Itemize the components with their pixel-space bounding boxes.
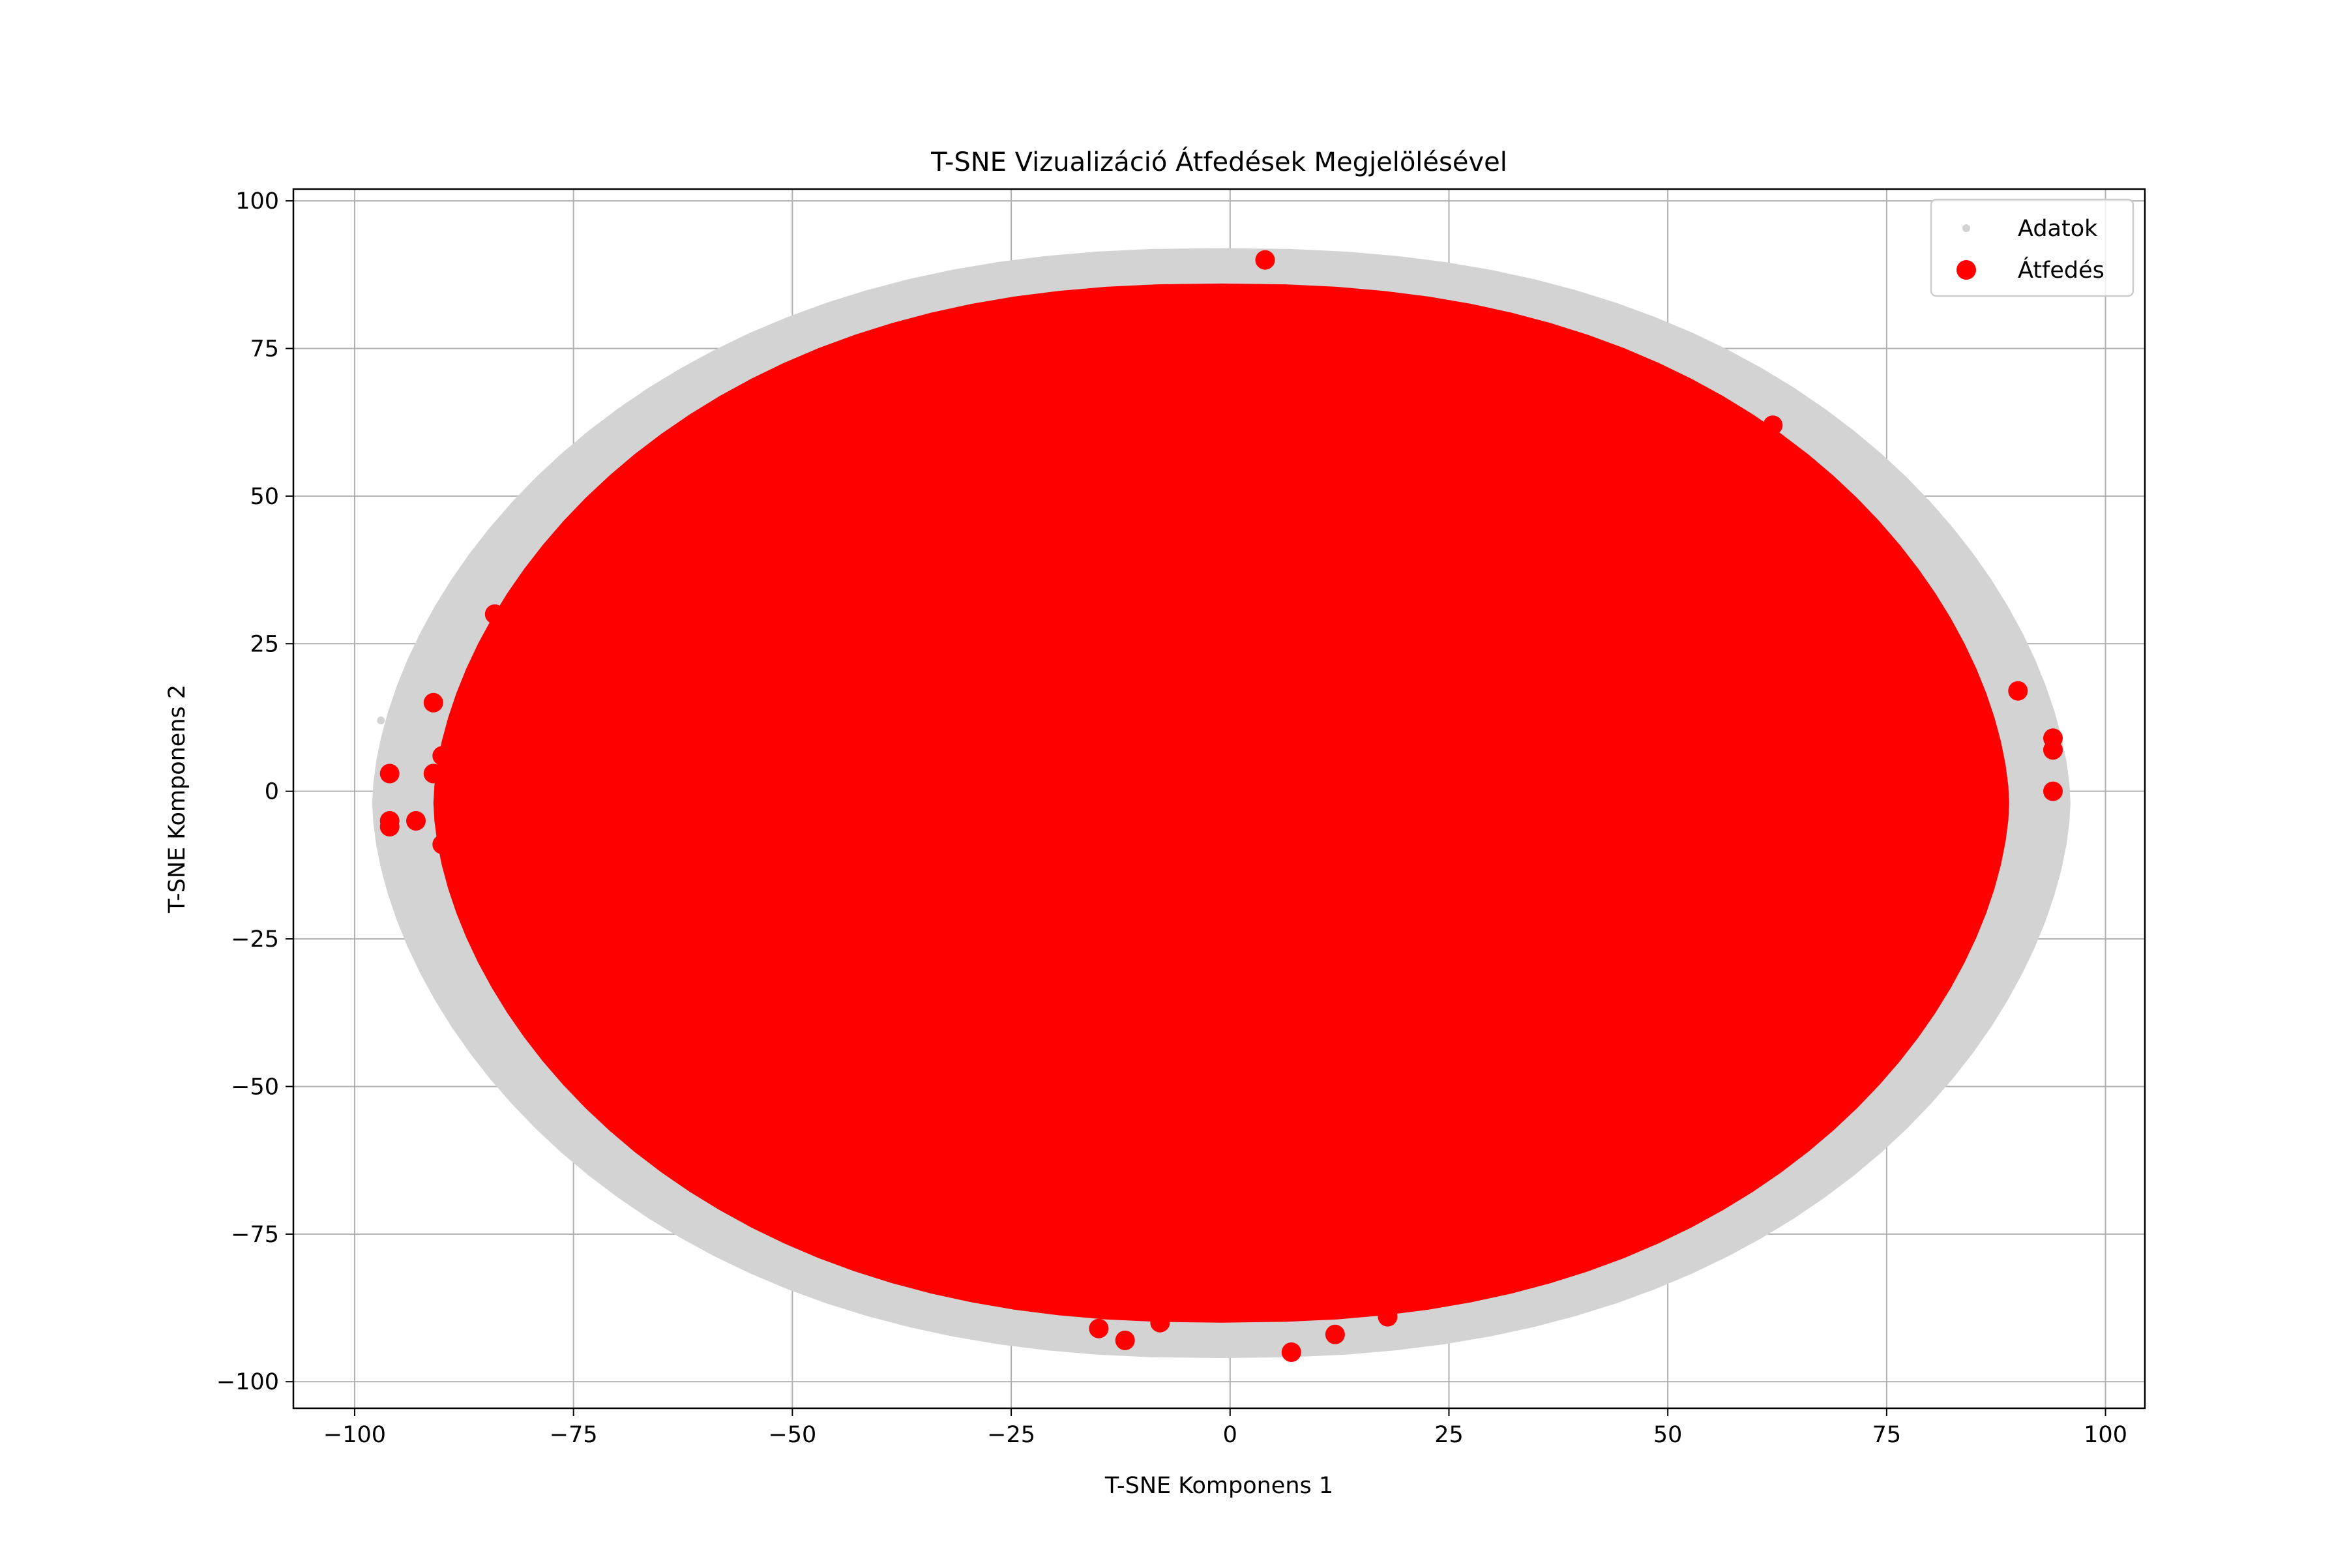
y-axis-label: T-SNE Komponens 2 xyxy=(164,685,190,913)
y-tick-label: 75 xyxy=(250,336,279,362)
data-point xyxy=(1115,1330,1135,1350)
data-point xyxy=(745,1230,753,1238)
data-point xyxy=(1970,964,1979,973)
data-point xyxy=(1675,1142,1695,1162)
y-tick-label: 50 xyxy=(250,484,279,510)
x-tick-label: 75 xyxy=(1872,1422,1902,1448)
axes-frame xyxy=(292,188,2146,1410)
data-point xyxy=(423,763,443,784)
data-point xyxy=(893,1283,902,1292)
legend-label-adatok: Adatok xyxy=(2018,216,2098,242)
data-point xyxy=(2049,835,2057,843)
data-point xyxy=(1780,1065,1801,1085)
data-point xyxy=(423,692,443,713)
data-point xyxy=(494,953,514,973)
y-tick-label: −25 xyxy=(231,926,279,953)
y-tick-label: 25 xyxy=(250,631,279,657)
data-point xyxy=(1378,1307,1398,1327)
data-point xyxy=(484,604,505,624)
series-density-region xyxy=(433,283,2009,1323)
y-tick-label: −75 xyxy=(231,1222,279,1248)
legend: Adatok Átfedés xyxy=(1930,198,2134,297)
x-tick-label: 25 xyxy=(1434,1422,1464,1448)
data-point xyxy=(713,1136,732,1155)
x-tick-label: 100 xyxy=(2084,1422,2127,1448)
data-point xyxy=(421,758,429,766)
data-point xyxy=(1051,1318,1059,1327)
x-tick-label: −75 xyxy=(550,1422,598,1448)
series-atfedes xyxy=(379,250,2063,1362)
data-point xyxy=(913,1271,934,1292)
data-point xyxy=(1763,415,1783,436)
data-point xyxy=(2008,681,2028,701)
legend-marker-adatok xyxy=(1962,224,1970,232)
data-point xyxy=(1903,958,1923,979)
data-point xyxy=(1226,1336,1234,1344)
x-tick-label: 0 xyxy=(1223,1422,1237,1448)
data-point xyxy=(668,1106,688,1126)
legend-marker-atfedes xyxy=(1956,260,1976,280)
data-point xyxy=(1325,1324,1345,1344)
y-tick-label: −50 xyxy=(231,1074,279,1100)
data-point xyxy=(1281,1342,1301,1362)
data-point xyxy=(406,811,426,831)
legend-box xyxy=(1930,198,2134,297)
data-point xyxy=(975,327,995,347)
data-point xyxy=(1138,261,1147,270)
data-point xyxy=(379,763,400,784)
data-point xyxy=(1996,669,2005,677)
x-tick-label: −50 xyxy=(768,1422,816,1448)
data-point xyxy=(765,1153,785,1174)
data-point xyxy=(1255,250,1275,270)
data-point xyxy=(1728,451,1748,471)
y-tick-label: 100 xyxy=(235,188,279,214)
legend-label-atfedes: Átfedés xyxy=(2018,256,2104,284)
data-point xyxy=(456,947,464,955)
data-point xyxy=(1850,516,1870,536)
series-layer xyxy=(372,248,2071,1362)
data-point xyxy=(1909,1053,1917,1061)
data-point xyxy=(1692,427,1713,447)
data-point xyxy=(421,876,429,884)
x-tick-label: −25 xyxy=(987,1422,1035,1448)
x-tick-label: 50 xyxy=(1653,1422,1683,1448)
data-point xyxy=(490,1023,499,1031)
data-point xyxy=(607,1047,627,1067)
data-point xyxy=(432,835,452,855)
data-point xyxy=(1401,1312,1410,1321)
x-tick-label: −100 xyxy=(323,1422,386,1448)
data-point xyxy=(379,817,400,836)
y-tick-label: 0 xyxy=(265,779,279,805)
data-point xyxy=(2043,781,2063,801)
chart-title: T-SNE Vizualizáció Átfedések Megjelölésé… xyxy=(930,146,1507,177)
data-point xyxy=(2014,905,2022,913)
y-tick-label: −100 xyxy=(216,1369,279,1395)
data-point xyxy=(2043,740,2063,760)
data-point xyxy=(2040,758,2048,766)
data-point xyxy=(1492,1265,1511,1286)
axis-ticks: −100 −75 −50 −25 0 25 50 75 100 −100 −75 −50 −25 0 25 5… xyxy=(216,188,2127,1448)
data-point xyxy=(432,746,452,766)
data-point xyxy=(1929,681,1949,701)
data-point xyxy=(1150,1312,1170,1333)
x-axis-label: T-SNE Komponens 1 xyxy=(1104,1473,1333,1499)
data-point xyxy=(1456,1271,1477,1292)
data-point xyxy=(844,350,864,370)
data-point xyxy=(1089,1318,1109,1339)
data-point xyxy=(377,717,385,724)
